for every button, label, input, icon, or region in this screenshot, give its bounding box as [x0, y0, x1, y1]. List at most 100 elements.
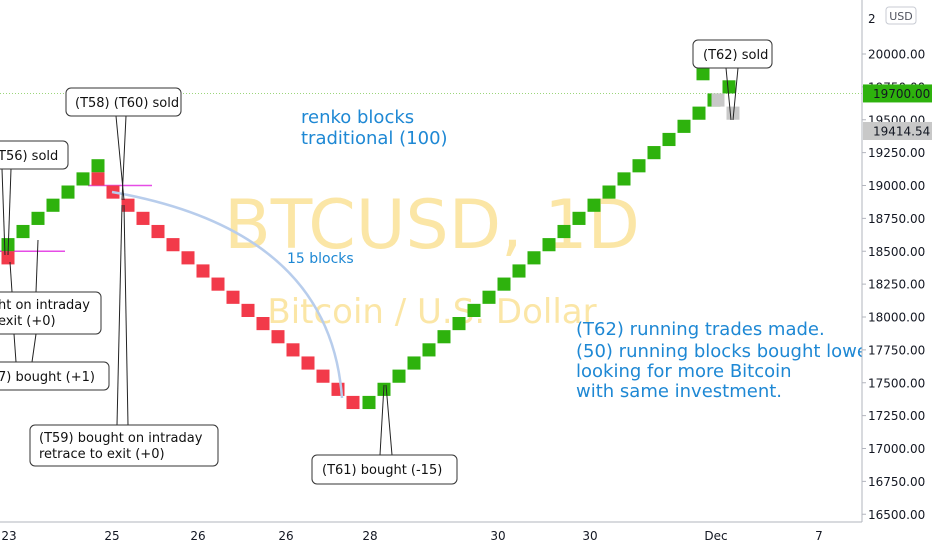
- watermark: BTCUSD, 1D Bitcoin / U.S. Dollar: [224, 186, 640, 332]
- renko-title-annotation: renko blocks traditional (100): [301, 107, 448, 149]
- summary-line-1: (T62) running trades made.: [576, 319, 825, 340]
- down-brick-4: [136, 211, 150, 225]
- time-axis-ticks: 23 25 26 26 28 30 30 Dec 7: [1, 529, 822, 543]
- callout-text: 7) bought (+1): [0, 370, 95, 385]
- down-brick-8: [196, 264, 210, 278]
- price-label-text-1: 19414.54: [873, 124, 930, 138]
- callout-box: [311, 454, 458, 485]
- price-tick-label-6: 18500.00: [868, 245, 925, 259]
- pending-brick-0: [711, 93, 725, 107]
- callout-text-line-1: ht on intraday: [0, 298, 90, 313]
- up-brick-20: [557, 224, 571, 239]
- up-brick-15: [482, 290, 496, 304]
- callout-pointer: [116, 204, 123, 426]
- down-brick-5: [151, 224, 165, 239]
- down-brick-14: [286, 343, 300, 357]
- up-brick-16: [497, 277, 511, 291]
- time-axis-background: [0, 522, 932, 550]
- down-brick-15: [301, 356, 315, 370]
- time-tick-label-6: 30: [582, 529, 597, 543]
- callout-pointer: [725, 67, 732, 121]
- up-brick-23: [602, 185, 616, 199]
- up-brick-25: [632, 159, 646, 173]
- callout-pointer: [7, 168, 12, 256]
- price-tick-label-9: 17750.00: [868, 343, 925, 357]
- renko-title-line-1: renko blocks: [301, 107, 414, 128]
- summary-annotation: (T62) running trades made. (50) running …: [576, 319, 868, 402]
- up-brick-32: [696, 67, 710, 81]
- price-tick-label-4: 19000.00: [868, 179, 925, 193]
- callout-pointer: [121, 115, 127, 201]
- callout-text: (T58) (T60) sold: [75, 96, 179, 111]
- up-brick-22: [587, 198, 601, 212]
- time-tick-label-3: 26: [278, 529, 293, 543]
- down-brick-6: [166, 238, 180, 252]
- currency-badge[interactable]: [885, 6, 917, 25]
- up-brick-7: [362, 395, 376, 410]
- price-tick-label-5: 18750.00: [868, 212, 925, 226]
- callout-pointer: [31, 333, 37, 363]
- watermark-symbol: BTCUSD, 1D: [224, 186, 640, 265]
- down-brick-11: [241, 303, 255, 317]
- time-tick-label-0: 23: [1, 529, 16, 543]
- price-tick-label-11: 17250.00: [868, 409, 925, 423]
- callout-t62-sold[interactable]: (T62) sold: [692, 39, 773, 121]
- callout-text-line-1: (T59) bought on intraday: [39, 431, 203, 446]
- up-brick-11: [422, 343, 436, 357]
- currency-badge-label: USD: [889, 10, 913, 23]
- price-tick-label-14: 16500.00: [868, 508, 925, 522]
- callout-box: [0, 291, 102, 335]
- up-brick-14: [467, 303, 481, 317]
- up-brick-17: [512, 264, 526, 278]
- time-axis[interactable]: 23 25 26 26 28 30 30 Dec 7: [0, 521, 932, 550]
- callout-intraday-exit[interactable]: ht on intraday exit (+0): [0, 239, 102, 335]
- up-brick-18: [527, 251, 541, 265]
- price-tick-label-8: 18000.00: [868, 311, 925, 325]
- up-brick-2: [31, 211, 45, 225]
- callout-box: [692, 39, 773, 69]
- up-brick-28: [677, 119, 691, 133]
- down-brick-7: [181, 251, 195, 265]
- summary-line-4: with same investment.: [576, 381, 782, 402]
- price-tick-label-7: 18250.00: [868, 278, 925, 292]
- callout-t59-intraday[interactable]: (T59) bought on intraday retrace to exit…: [29, 204, 219, 467]
- down-brick-3: [121, 198, 135, 212]
- callout-pointer: [1, 168, 6, 256]
- time-tick-label-8: 7: [815, 529, 823, 543]
- callout-box: [65, 87, 182, 117]
- down-brick-13: [271, 330, 285, 344]
- price-tick-label-0: 20000.00: [868, 48, 925, 62]
- down-brick-1: [91, 172, 105, 186]
- callout-pointer: [385, 384, 393, 456]
- down-brick-16: [316, 369, 330, 383]
- callout-text: T56) sold: [0, 149, 58, 164]
- callout-t57-bought[interactable]: 7) bought (+1): [0, 333, 110, 391]
- renko-title-line-2: traditional (100): [301, 128, 448, 149]
- callout-box: [0, 140, 69, 170]
- down-brick-18: [346, 395, 360, 410]
- up-brick-13: [452, 317, 466, 331]
- callout-pointer: [13, 333, 17, 363]
- fifteen-block-arc: [111, 190, 344, 399]
- summary-line-3: looking for more Bitcoin: [576, 361, 792, 382]
- price-tick-label-10: 17500.00: [868, 376, 925, 390]
- time-tick-label-1: 25: [104, 529, 119, 543]
- callout-text-line-2: exit (+0): [0, 314, 56, 329]
- callout-t61-bought[interactable]: (T61) bought (-15): [311, 384, 458, 485]
- time-tick-label-5: 30: [490, 529, 505, 543]
- up-brick-9: [392, 369, 406, 383]
- callout-t56-sold[interactable]: T56) sold: [0, 140, 69, 256]
- price-tick-label-3: 19250.00: [868, 146, 925, 160]
- callout-t58-t60-sold[interactable]: (T58) (T60) sold: [65, 87, 182, 201]
- price-axis[interactable]: 20000.0019750.0019500.0019250.0019000.00…: [861, 0, 932, 522]
- price-label-box-1: [863, 121, 932, 140]
- down-brick-10: [226, 290, 240, 304]
- up-brick-27: [662, 132, 676, 147]
- up-brick-4: [61, 185, 75, 199]
- down-brick-12: [256, 317, 270, 331]
- up-brick-29: [692, 106, 706, 120]
- callout-text: (T62) sold: [703, 48, 768, 63]
- up-brick-10: [407, 356, 421, 370]
